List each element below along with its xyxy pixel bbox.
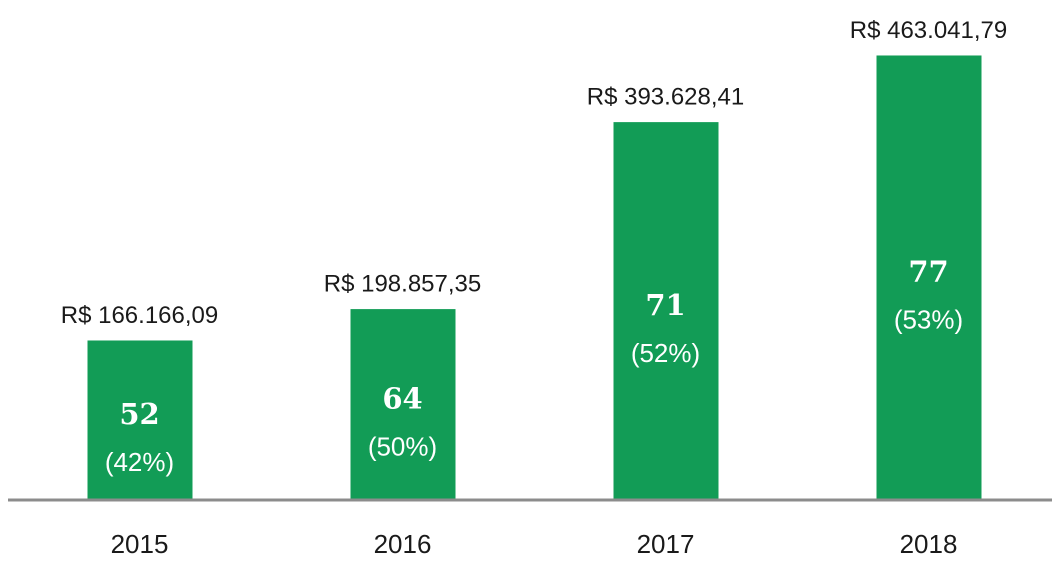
share-label: (52%) — [631, 338, 700, 368]
share-label: (42%) — [105, 447, 174, 477]
count-label: 64 — [382, 382, 422, 416]
x-tick-label: 2018 — [900, 529, 958, 559]
bar — [613, 122, 719, 500]
value-label: R$ 166.166,09 — [61, 302, 218, 329]
count-label: 71 — [645, 288, 685, 322]
value-label: R$ 393.628,41 — [587, 83, 744, 110]
bar — [87, 340, 193, 500]
value-label: R$ 463.041,79 — [850, 17, 1007, 44]
x-tick-label: 2016 — [374, 529, 432, 559]
count-label: 52 — [119, 397, 159, 431]
bar — [350, 309, 456, 500]
share-label: (53%) — [894, 305, 963, 335]
share-label: (50%) — [368, 431, 437, 461]
x-tick-label: 2017 — [637, 529, 695, 559]
bar — [876, 55, 982, 500]
x-tick-label: 2015 — [111, 529, 169, 559]
value-label: R$ 198.857,35 — [324, 270, 481, 297]
count-label: 77 — [908, 255, 948, 289]
